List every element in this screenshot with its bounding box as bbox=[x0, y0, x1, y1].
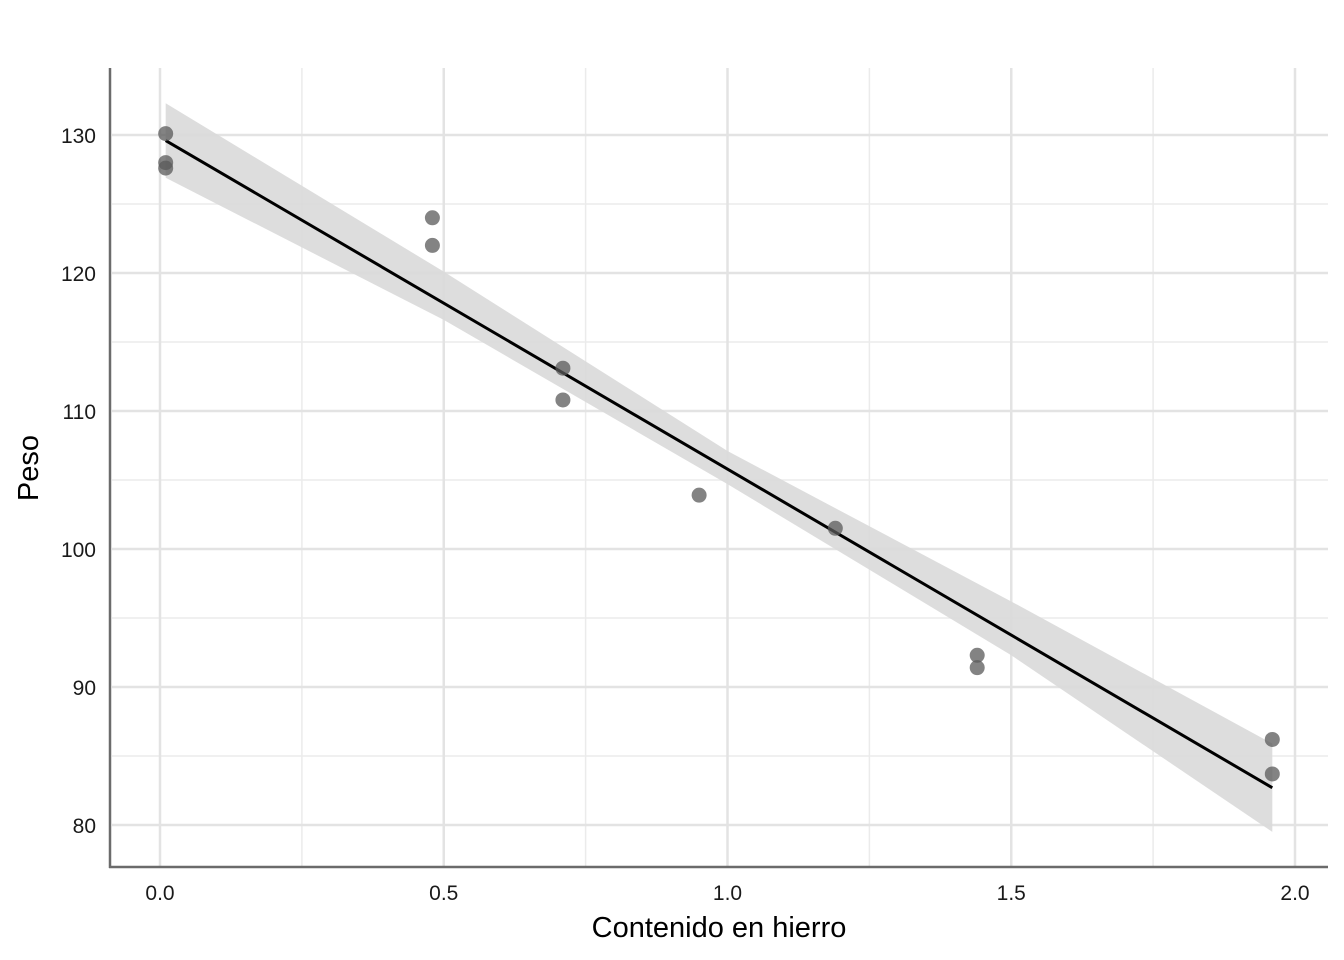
regression-line bbox=[164, 139, 1274, 790]
axes bbox=[108, 68, 1328, 869]
y-tick-label: 80 bbox=[73, 815, 96, 838]
data-point bbox=[424, 237, 440, 253]
y-axis-title: Peso bbox=[13, 435, 45, 501]
y-tick-label: 100 bbox=[61, 539, 96, 562]
regression-line-path bbox=[164, 139, 1274, 790]
y-tick-label: 120 bbox=[61, 263, 96, 286]
data-point bbox=[969, 647, 985, 663]
x-tick-label: 2.0 bbox=[1280, 882, 1309, 905]
data-point bbox=[158, 126, 174, 142]
y-tick-labels: 80 90 100 110 120 130 bbox=[61, 125, 96, 838]
grid-major bbox=[112, 68, 1328, 866]
data-point bbox=[158, 160, 174, 176]
confidence-band bbox=[165, 103, 1273, 832]
data-point bbox=[969, 660, 985, 676]
x-tick-label: 0.5 bbox=[429, 882, 458, 905]
data-point bbox=[555, 360, 571, 376]
grid-minor bbox=[112, 68, 1328, 866]
data-point bbox=[691, 487, 707, 503]
x-tick-label: 1.0 bbox=[713, 882, 742, 905]
data-point bbox=[1264, 766, 1280, 782]
x-tick-label: 0.0 bbox=[145, 882, 174, 905]
data-point bbox=[1264, 731, 1280, 747]
data-point bbox=[555, 392, 571, 408]
data-points bbox=[158, 126, 1280, 782]
x-tick-labels: 0.0 0.5 1.0 1.5 2.0 bbox=[145, 882, 1309, 905]
data-point bbox=[424, 210, 440, 226]
x-tick-label: 1.5 bbox=[997, 882, 1026, 905]
x-axis-title: Contenido en hierro bbox=[592, 912, 847, 944]
data-point bbox=[827, 520, 843, 536]
y-tick-label: 130 bbox=[61, 125, 96, 148]
y-tick-label: 90 bbox=[73, 677, 96, 700]
y-tick-label: 110 bbox=[63, 401, 96, 424]
ci-band-area bbox=[165, 103, 1273, 832]
